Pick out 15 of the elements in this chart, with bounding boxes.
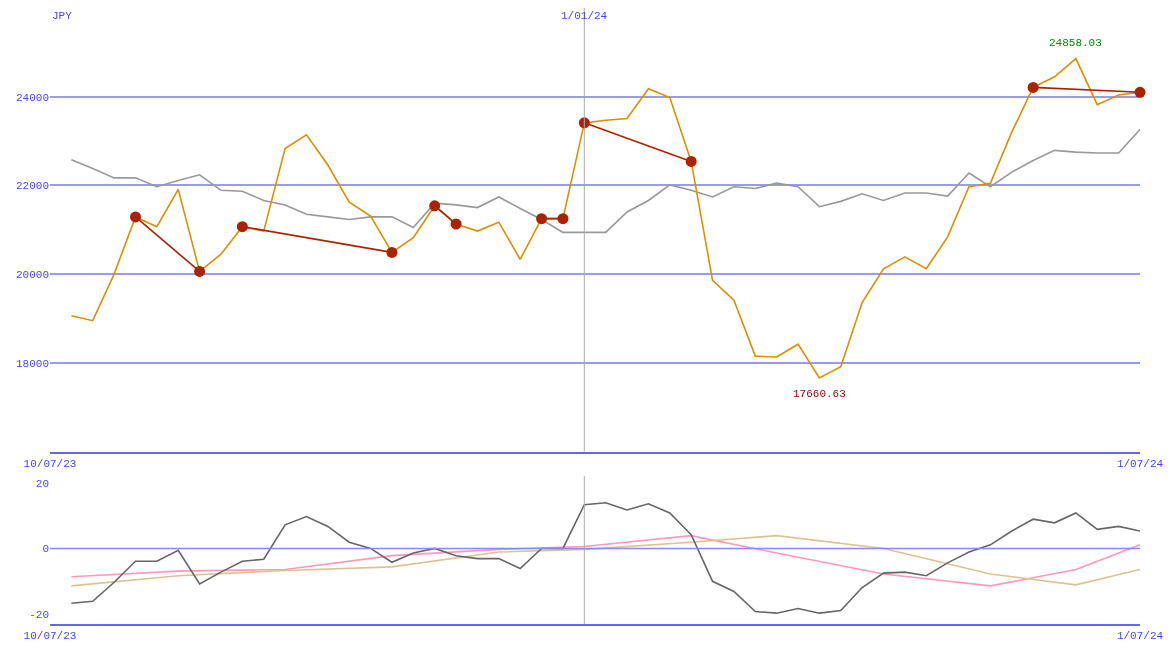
- y-axis-title: JPY: [52, 10, 73, 22]
- annotation: 24858.03: [1049, 37, 1102, 49]
- y-tick-label: -20: [29, 608, 49, 621]
- y-tick-label: 20: [35, 477, 49, 490]
- ref-line-label: 1/01/24: [561, 10, 608, 22]
- y-tick-label: 0: [42, 543, 49, 556]
- x-tick-label: 1/07/24: [1116, 630, 1164, 643]
- y-tick-label: 24000: [15, 91, 49, 104]
- y-tick-label: 20000: [15, 268, 49, 281]
- x-tick-label: 10/07/23: [23, 630, 77, 643]
- y-tick-label: 18000: [15, 357, 49, 370]
- y-tick-label: 22000: [15, 180, 49, 193]
- x-tick-label: 1/07/24: [1116, 457, 1164, 470]
- annotation: 17660.63: [793, 388, 846, 400]
- x-tick-label: 10/07/23: [23, 457, 77, 470]
